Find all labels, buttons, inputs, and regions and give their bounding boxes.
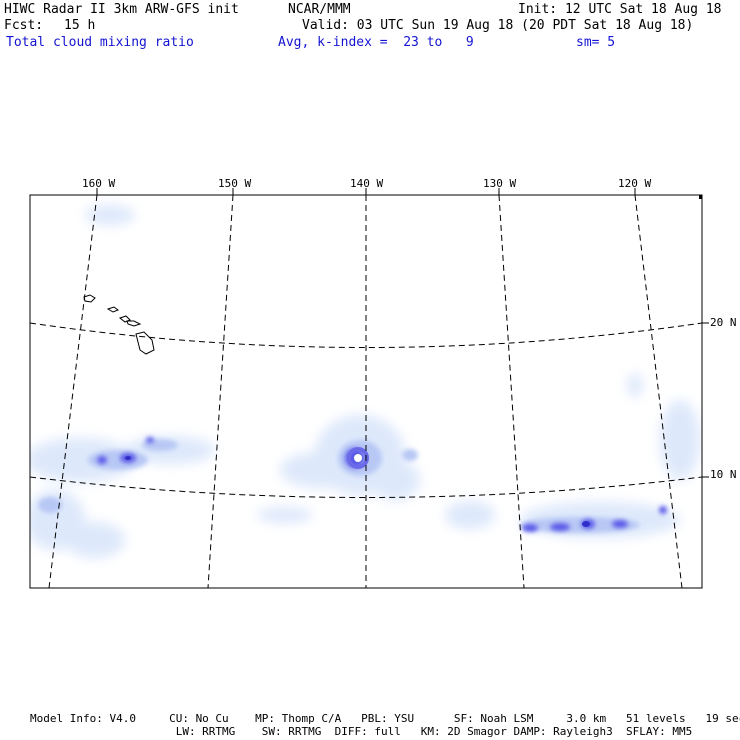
hawaii-coastline — [83, 294, 155, 355]
forecast-hour: 15 h — [64, 18, 96, 33]
lon-label-130w: 130 W — [483, 177, 517, 190]
forecast-label: Fcst: — [4, 18, 44, 33]
field-name: Total cloud mixing ratio — [6, 35, 194, 50]
init-time: Init: 12 UTC Sat 18 Aug 18 — [518, 2, 722, 17]
axis-ticks — [96, 188, 709, 478]
lon-label-150w: 150 W — [218, 177, 252, 190]
parallel-10n — [29, 476, 703, 498]
model-info-line1: Model Info: V4.0 CU: No Cu MP: Thomp C/A… — [30, 712, 740, 725]
lon-label-120w: 120 W — [618, 177, 652, 190]
lon-label-160w: 160 W — [82, 177, 116, 190]
organization-label: NCAR/MMM — [288, 2, 351, 17]
corner-marker — [699, 195, 702, 199]
graticule — [29, 194, 703, 589]
meridian-150w — [207, 194, 234, 589]
meridian-130w — [498, 194, 525, 589]
model-info-line2: LW: RRTMG SW: RRTMG DIFF: full KM: 2D Sm… — [30, 725, 693, 738]
lat-label-20n: 20 N — [710, 316, 737, 329]
valid-time: Valid: 03 UTC Sun 19 Aug 18 (20 PDT Sat … — [302, 18, 694, 33]
cloud-field — [30, 205, 700, 558]
lat-label-10n: 10 N — [710, 468, 737, 481]
meridian-120w — [634, 194, 683, 589]
product-title: HIWC Radar II 3km ARW-GFS init — [4, 2, 239, 17]
level-info: Avg, k-index = 23 to 9 — [278, 35, 474, 50]
map-frame — [29, 194, 703, 589]
lon-label-140w: 140 W — [350, 177, 384, 190]
smoothing-info: sm= 5 — [576, 35, 616, 50]
meridian-160w — [48, 194, 98, 589]
